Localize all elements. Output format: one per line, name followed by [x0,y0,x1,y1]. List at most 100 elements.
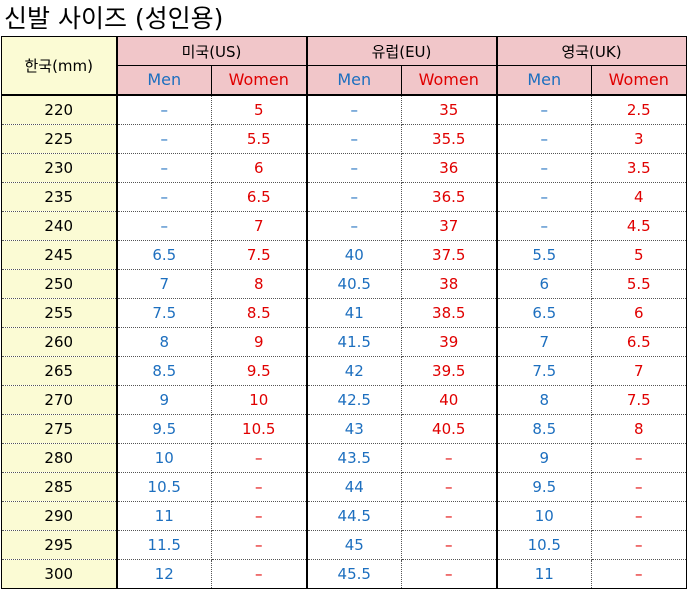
eu-women-cell: 38 [401,269,498,299]
uk-women-cell: 5 [591,240,687,270]
table-row: 300 12–45.5–11– [1,559,687,589]
page-title: 신발 사이즈 (성인용) [4,4,224,33]
uk-men-cell: 11 [495,559,593,589]
uk-men-cell: – [495,182,593,212]
eu-women-cell: 37 [401,211,498,241]
korea-size-cell: 255 [1,298,118,328]
us-women-cell: 7 [211,211,308,241]
us-men-cell: – [115,94,212,125]
eu-women-cell: 36.5 [401,182,498,212]
us-men-cell: – [115,211,212,241]
eu-women-cell: – [401,472,498,502]
eu-women-cell: 38.5 [401,298,498,328]
uk-men-cell: – [495,124,593,154]
korea-size-cell: 230 [1,153,118,183]
eu-women-cell: 35.5 [401,124,498,154]
eu-men-cell: – [305,182,402,212]
korea-size-cell: 220 [1,94,118,125]
korea-size-cell: 240 [1,211,118,241]
eu-men-cell: 40.5 [305,269,402,299]
us-women-cell: 7.5 [211,240,308,270]
uk-men-cell: 9 [495,443,593,473]
uk-women-cell: 7.5 [591,385,687,415]
table-row: 250 7 8 40.5 38 6 5.5 [1,269,687,299]
table-row: 260 8 9 41.5 39 7 6.5 [1,327,687,357]
table-row: 255 7.5 8.5 41 38.5 6.5 6 [1,298,687,328]
table-row: 265 8.5 9.5 42 39.5 7.5 7 [1,356,687,386]
uk-women-cell: 6.5 [591,327,687,357]
us-women-cell: – [211,443,308,473]
uk-women-cell: – [591,443,687,473]
us-women-cell: – [211,559,308,589]
uk-men-cell: 10.5 [495,530,593,560]
uk-women-cell: 6 [591,298,687,328]
us-men-cell: 9.5 [115,414,212,444]
uk-men-cell: 6 [495,269,593,299]
us-women-cell: 9.5 [211,356,308,386]
us-women-cell: 10.5 [211,414,308,444]
korea-size-cell: 260 [1,327,118,357]
uk-women-cell: 8 [591,414,687,444]
eu-women-cell: 36 [401,153,498,183]
eu-men-cell: 44.5 [305,501,402,531]
korea-size-cell: 290 [1,501,118,531]
eu-men-cell: 42 [305,356,402,386]
korea-size-cell: 250 [1,269,118,299]
uk-women-cell: 3 [591,124,687,154]
us-men-cell: 11.5 [115,530,212,560]
eu-men-cell: – [305,124,402,154]
table-row: 220–5–35–2.5 [1,94,687,125]
korea-size-cell: 280 [1,443,118,473]
uk-men-cell: 8.5 [495,414,593,444]
table-row: 280 10–43.5–9– [1,443,687,473]
eu-men-cell: 43.5 [305,443,402,473]
eu-women-cell: 35 [401,94,498,125]
uk-men-cell: 7.5 [495,356,593,386]
uk-women-cell: 7 [591,356,687,386]
eu-men-cell: 45.5 [305,559,402,589]
eu-women-cell: – [401,530,498,560]
uk-men-cell: 7 [495,327,593,357]
eu-men-cell: – [305,94,402,125]
us-men-cell: 7 [115,269,212,299]
eu-women-cell: – [401,443,498,473]
korea-size-header: 한국(mm) [1,36,118,96]
us-women-cell: 5.5 [211,124,308,154]
region-header-eu: 유럽(EU) [305,36,498,66]
eu-women-cell: 40 [401,385,498,415]
eu-women-cell: 37.5 [401,240,498,270]
us-men-cell: 8 [115,327,212,357]
korea-size-cell: 245 [1,240,118,270]
us-men-cell: 11 [115,501,212,531]
uk-women-cell: – [591,472,687,502]
us-women-cell: – [211,472,308,502]
us-men-cell: 8.5 [115,356,212,386]
us-men-cell: 6.5 [115,240,212,270]
uk-women-cell: 4.5 [591,211,687,241]
us-men-cell: – [115,182,212,212]
uk-men-cell: – [495,94,593,125]
table-row: 225–5.5–35.5–3 [1,124,687,154]
us-women-cell: 6 [211,153,308,183]
table-row: 290 11–44.5–10– [1,501,687,531]
us-women-cell: 9 [211,327,308,357]
table-row: 240–7–37–4.5 [1,211,687,241]
uk-women-cell: 2.5 [591,94,687,125]
size-rows: 220–5–35–2.5 225–5.5–35.5–3 230–6–36–3.5 23… [1,94,687,589]
us-men-cell: 7.5 [115,298,212,328]
us-men-cell: – [115,124,212,154]
table-row: 295 11.5–45–10.5– [1,530,687,560]
eu-women-header: Women [401,65,498,96]
eu-men-cell: – [305,211,402,241]
us-men-cell: 10.5 [115,472,212,502]
region-header-us: 미국(US) [115,36,308,66]
korea-size-cell: 265 [1,356,118,386]
us-women-cell: – [211,530,308,560]
eu-men-cell: – [305,153,402,183]
table-row: 285 10.5–44–9.5– [1,472,687,502]
uk-women-cell: 4 [591,182,687,212]
us-women-cell: – [211,501,308,531]
eu-women-cell: 39 [401,327,498,357]
eu-men-cell: 41 [305,298,402,328]
korea-size-cell: 270 [1,385,118,415]
